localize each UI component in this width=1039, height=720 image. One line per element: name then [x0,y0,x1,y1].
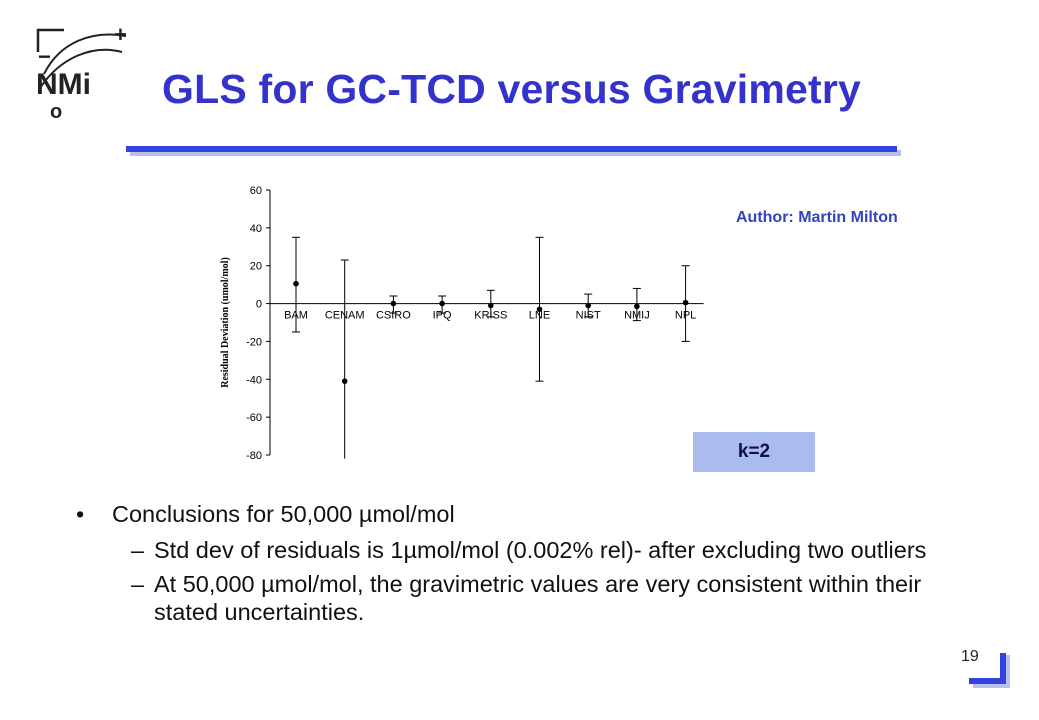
y-tick-label: -20 [246,336,262,348]
data-point [634,303,640,310]
author-label: Author: Martin Milton [736,209,898,226]
y-tick-label: 40 [250,223,262,235]
x-tick-label: NMIJ [624,310,650,322]
y-tick-label: 20 [250,261,262,273]
y-axis-label-group: Residual Deviation (umol/mol) [220,257,231,388]
x-tick-labels: BAM CENAM CSIRO IPQ KRISS LNE NIST NMIJ NPL [284,310,696,322]
corner-bracket [969,653,1010,688]
data-point [536,306,543,313]
data-point [585,302,591,309]
slide-title: GLS for GC-TCD versus Gravimetry [162,66,862,112]
x-tick-label: IPQ [433,310,452,322]
y-tick-label: -60 [246,412,262,424]
logo-text: NMi [36,68,91,101]
y-tick-label: -80 [246,450,262,462]
y-tick-label: -40 [246,374,262,386]
logo-circle: o [50,101,62,122]
title-underline [126,146,897,152]
bullet: • [76,501,85,527]
data-points [293,280,689,384]
conclusion-item-text: At 50,000 µmol/mol, the gravimetric valu… [154,571,922,625]
data-point [488,302,494,309]
y-tick-label: 0 [256,299,262,311]
x-tick-label: KRISS [474,310,507,322]
conclusion-heading: • Conclusions for 50,000 µmol/mol [76,500,936,528]
data-point [341,378,348,384]
logo-plus: + [114,22,127,47]
y-axis-label: Residual Deviation (umol/mol) [220,257,231,388]
nmi-logo: + − NMi o [36,22,127,122]
x-tick-label: BAM [284,310,308,322]
x-tick-label: LNE [529,310,550,322]
y-axis: 60 40 20 0 -20 -40 -60 -80 [246,185,271,462]
conclusions: • Conclusions for 50,000 µmol/mol – Std … [76,500,936,632]
x-tick-label: CENAM [325,310,365,322]
logo-minus: − [38,44,51,69]
x-tick-label: NPL [675,310,696,322]
conclusion-item: – Std dev of residuals is 1µmol/mol (0.0… [76,536,936,564]
dash: – [131,571,145,597]
data-point [293,280,299,287]
error-bars [292,236,690,459]
x-tick-label: NIST [576,310,601,322]
k-factor-label: k=2 [737,441,771,462]
y-tick-label: 60 [250,185,262,197]
conclusion-item-text: Std dev of residuals is 1µmol/mol (0.002… [154,537,927,563]
k-factor-box: k=2 [693,432,815,472]
data-point [439,300,445,307]
page-number: 19 [961,648,979,665]
residual-deviation-chart: Residual Deviation (umol/mol) 60 40 20 0 -20… [220,185,704,462]
conclusion-heading-text: Conclusions for 50,000 µmol/mol [112,501,455,527]
x-tick-label: CSIRO [376,310,411,322]
data-point [682,299,689,306]
data-point [390,300,397,307]
dash: – [131,537,145,563]
conclusion-item: – At 50,000 µmol/mol, the gravimetric va… [76,570,936,626]
